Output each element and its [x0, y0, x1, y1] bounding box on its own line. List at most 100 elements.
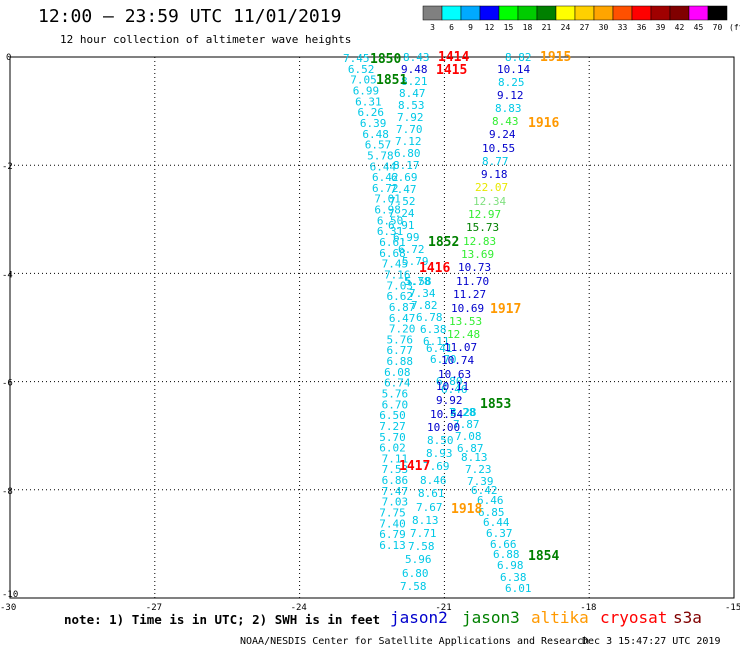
wave-height-value: 7.01 [374, 193, 401, 206]
wave-height-value: 6.52 [348, 63, 375, 76]
wave-height-value: 7.08 [455, 430, 482, 443]
wave-height-value: 7.20 [389, 323, 416, 336]
wave-height-value: 10.69 [451, 302, 484, 315]
legend-swatch [517, 5, 538, 21]
wave-height-value: 11.70 [456, 275, 489, 288]
wave-height-value: 10.73 [458, 261, 491, 274]
wave-height-value: 10.11 [436, 380, 469, 393]
wave-height-value: 7.27 [379, 420, 406, 433]
wave-height-value: 9.24 [489, 128, 516, 141]
wave-height-value: 6.80 [402, 567, 429, 580]
wave-height-value: 7.05 [350, 74, 377, 87]
wave-height-value: 8.43 [492, 115, 519, 128]
wave-height-value: 6.41 [426, 342, 453, 355]
x-tick-label: -21 [435, 603, 451, 613]
wave-height-value: 6.99 [393, 231, 420, 244]
wave-height-value: 6.02 [379, 442, 406, 455]
wave-height-value: 8.13 [461, 451, 488, 464]
wave-height-value: 13.53 [449, 315, 482, 328]
legend-swatch [612, 5, 633, 21]
satellite-pass-label: 1414 [438, 50, 469, 65]
satellite-pass-label: 1854 [528, 549, 559, 564]
wave-height-value: 9.92 [436, 394, 463, 407]
legend-swatch [479, 5, 500, 21]
wave-height-value: 6.13 [379, 539, 406, 552]
wave-height-value: 8.46 [420, 474, 447, 487]
satellite-pass-label: 1416 [419, 261, 450, 276]
wave-height-value: 6.72 [398, 243, 425, 256]
satellite-pass-label: 1918 [451, 502, 482, 517]
legend-tick-label: 24 [561, 23, 571, 32]
legend-swatch [593, 5, 614, 21]
map-title: 12:00 — 23:59 UTC 11/01/2019 [38, 6, 342, 27]
wave-height-value: 15.73 [466, 221, 499, 234]
wave-height-value: 6.98 [374, 204, 401, 217]
x-tick-label: -24 [291, 603, 307, 613]
wave-height-value: 5.79 [402, 255, 429, 268]
wave-height-value: 6.11 [423, 335, 450, 348]
wave-height-value: 7.87 [453, 418, 480, 431]
wave-height-value: 6.47 [389, 312, 416, 325]
x-tick-label: -27 [146, 603, 162, 613]
wave-height-value: 12.83 [463, 235, 496, 248]
wave-height-value: 7.34 [409, 287, 436, 300]
wave-height-value: 8.21 [401, 75, 428, 88]
wave-height-value: 10.54 [430, 408, 463, 421]
legend-tick-label: 6 [449, 23, 454, 32]
wave-height-value: 10.00 [427, 421, 460, 434]
wave-height-value: 5.76 [386, 333, 413, 346]
wave-height-value: 6.70 [430, 353, 457, 366]
wave-height-value: 6.78 [416, 311, 443, 324]
satellite-label-jason2: jason2 [390, 608, 448, 627]
satellite-label-altika: altika [531, 608, 589, 627]
wave-height-value: 7.75 [379, 507, 406, 520]
wave-height-value: 5.70 [379, 431, 406, 444]
wave-height-value: 5.96 [405, 553, 432, 566]
wave-height-value: 11.27 [453, 288, 486, 301]
legend-tick-label: 9 [468, 23, 473, 32]
footer-note: note: 1) Time is in UTC; 2) SWH is in fe… [64, 612, 381, 627]
wave-height-value: 7.52 [389, 195, 416, 208]
wave-height-value: 9.48 [401, 63, 428, 76]
wave-height-value: 6.86 [382, 474, 409, 487]
wave-height-value: 6.38 [420, 323, 447, 336]
wave-height-value: 6.77 [386, 344, 413, 357]
wave-height-value: 6.87 [457, 442, 484, 455]
credit-text: NOAA/NESDIS Center for Satellite Applica… [240, 636, 590, 647]
wave-height-value: 6.48 [362, 128, 389, 141]
wave-height-value: 6.69 [391, 171, 418, 184]
wave-height-value: 7.47 [390, 183, 417, 196]
wave-height-value: 6.88 [386, 355, 413, 368]
wave-height-value: 6.87 [389, 301, 416, 314]
wave-height-value: 6.44 [483, 516, 510, 529]
wave-height-value: 8.28 [450, 406, 477, 419]
wave-height-value: 7.71 [410, 527, 437, 540]
wave-height-value: 6.62 [386, 290, 413, 303]
wave-height-value: 6.66 [490, 538, 517, 551]
wave-height-value: 8.53 [398, 99, 425, 112]
wave-height-value: 7.03 [386, 279, 413, 292]
wave-height-value: 6.08 [384, 366, 411, 379]
wave-height-value: 6.91 [388, 219, 415, 232]
satellite-pass-label: 1851 [376, 73, 407, 88]
wave-height-value: 6.61 [379, 236, 406, 249]
wave-height-value: 9.12 [497, 89, 524, 102]
wave-height-value: 6.38 [500, 571, 527, 584]
wave-height-value: 6.80 [394, 147, 421, 160]
legend-tick-label: 42 [675, 23, 685, 32]
wave-height-value: 7.24 [388, 207, 415, 220]
legend-swatch [498, 5, 519, 21]
legend-tick-label: 45 [694, 23, 704, 32]
legend-tick-label: 30 [599, 23, 609, 32]
wave-height-value: 7.03 [382, 496, 409, 509]
y-tick-label: -10 [2, 590, 18, 600]
satellite-pass-label: 1852 [428, 235, 459, 250]
wave-height-value: 7.70 [396, 123, 423, 136]
wave-height-value: 8.82 [505, 51, 532, 64]
wave-height-value: 6.88 [493, 548, 520, 561]
wave-height-value: 6.70 [382, 398, 409, 411]
wave-height-value: 7.82 [411, 299, 438, 312]
legend-swatch [707, 5, 728, 21]
wave-height-value: 22.07 [475, 181, 508, 194]
wave-height-value: 7.45 [382, 258, 409, 271]
